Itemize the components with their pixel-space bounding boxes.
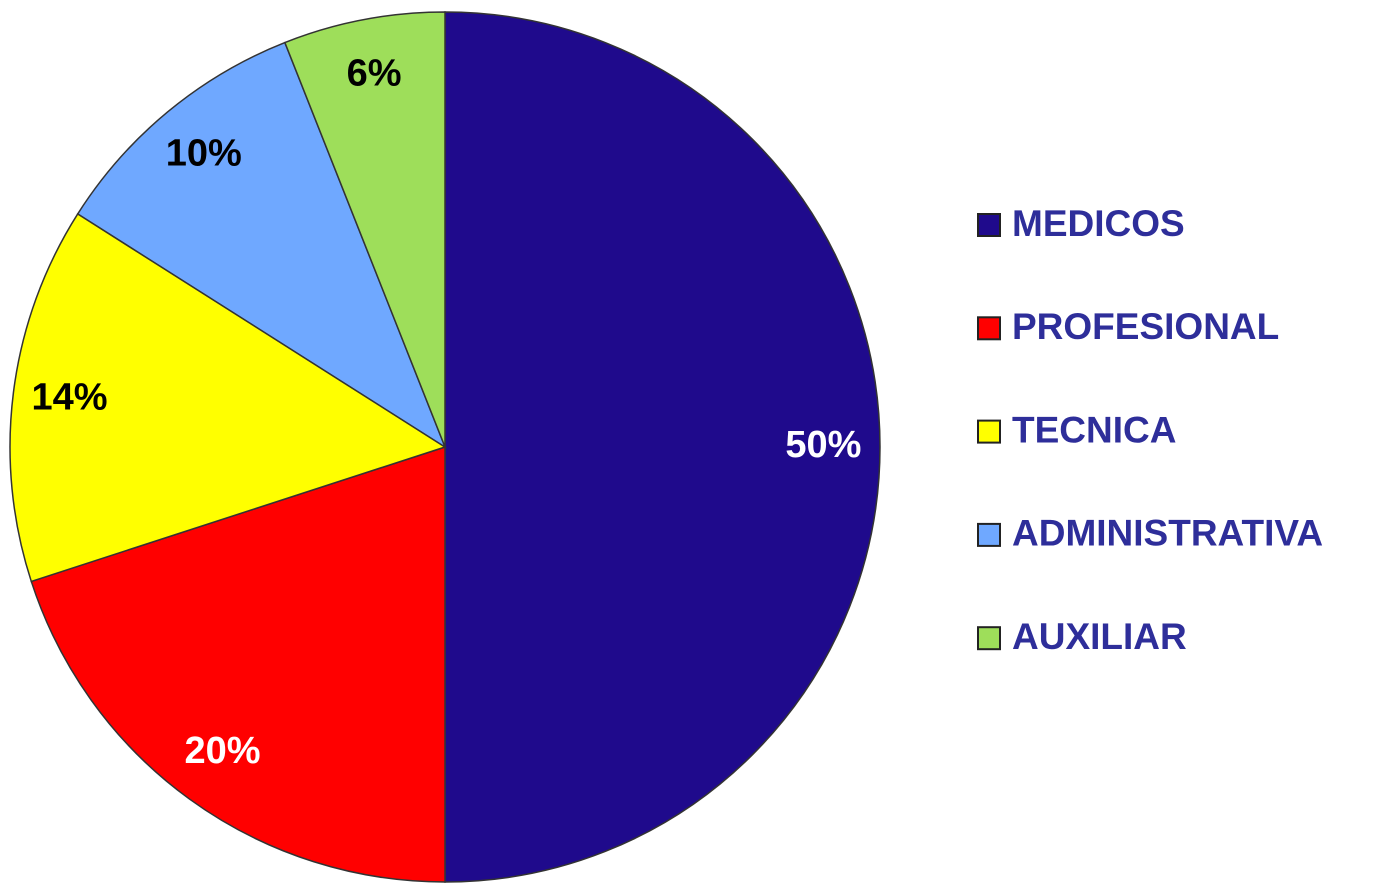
data-label: 20% bbox=[185, 730, 261, 772]
pie-slice bbox=[444, 11, 881, 883]
data-label: 10% bbox=[166, 132, 242, 174]
data-label: 6% bbox=[347, 52, 402, 94]
legend-label: TECNICA bbox=[1012, 409, 1176, 450]
pie-slice bbox=[30, 445, 446, 883]
pie-slice bbox=[9, 212, 447, 583]
legend-label: ADMINISTRATIVA bbox=[1012, 513, 1323, 554]
legend-label: AUXILIAR bbox=[1012, 616, 1187, 657]
pie-slice bbox=[76, 41, 447, 449]
legend-label: PROFESIONAL bbox=[1012, 306, 1279, 347]
legend-swatch bbox=[977, 419, 1001, 444]
legend-swatch bbox=[977, 316, 1001, 341]
pie-slice bbox=[283, 11, 446, 448]
data-label: 50% bbox=[785, 424, 861, 466]
data-label: 14% bbox=[32, 377, 108, 419]
legend-label: MEDICOS bbox=[1012, 203, 1185, 244]
legend-swatch bbox=[977, 213, 1001, 237]
legend-swatch bbox=[977, 626, 1001, 651]
legend-swatch bbox=[977, 522, 1001, 547]
